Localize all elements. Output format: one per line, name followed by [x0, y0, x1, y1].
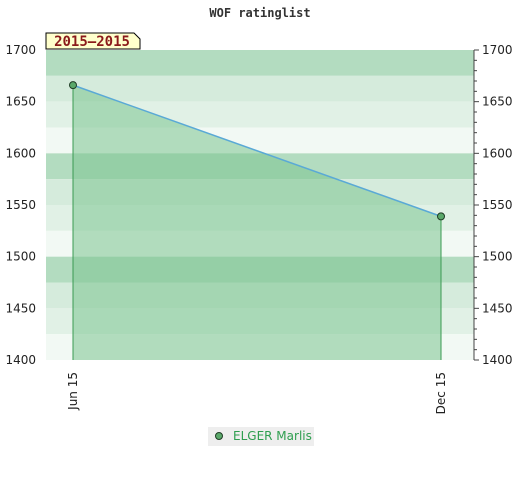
- x-tick-label: Dec 15: [434, 372, 448, 414]
- y-tick-label: 1600: [5, 146, 36, 160]
- y-tick-label: 1550: [5, 198, 36, 212]
- y-tick-label: 1450: [5, 301, 36, 315]
- series-points: [69, 81, 445, 221]
- y-tick-label: 1600: [482, 146, 513, 160]
- y-tick-label: 1500: [5, 250, 36, 264]
- y-tick-label: 1550: [482, 198, 513, 212]
- y-tick-label: 1650: [5, 95, 36, 109]
- legend-box: [208, 427, 314, 446]
- chart-title: WOF ratinglist: [209, 6, 310, 20]
- legend-marker-icon: [215, 432, 223, 440]
- period-badge: 2015–2015: [45, 32, 141, 50]
- y-axis-left: 1400 1450 1500 1550 1600 1650 1700: [5, 43, 36, 367]
- legend[interactable]: ELGER Marlis: [208, 427, 314, 446]
- x-axis: Jun 15 Dec 15: [66, 372, 448, 414]
- y-axis-right: 1400 1450 1500 1550 1600 1650 1700: [473, 43, 513, 367]
- y-tick-label: 1450: [482, 301, 513, 315]
- grid-band: [46, 50, 474, 76]
- series-area: [72, 84, 442, 360]
- period-badge-label: 2015–2015: [54, 34, 130, 50]
- grid-band: [46, 75, 474, 102]
- y-tick-label: 1650: [482, 95, 513, 109]
- data-point[interactable]: [69, 81, 77, 90]
- y-tick-label: 1500: [482, 250, 513, 264]
- data-point[interactable]: [437, 212, 445, 221]
- y-tick-label: 1400: [5, 353, 36, 367]
- series-line: [72, 84, 442, 218]
- y-tick-label: 1400: [482, 353, 513, 367]
- series-area-fill: [73, 85, 441, 360]
- y-tick-label: 1700: [482, 43, 513, 57]
- y-tick-label: 1700: [5, 43, 36, 57]
- legend-label: ELGER Marlis: [233, 429, 312, 443]
- period-badge-box: [45, 32, 141, 50]
- x-tick-label: Jun 15: [66, 372, 80, 411]
